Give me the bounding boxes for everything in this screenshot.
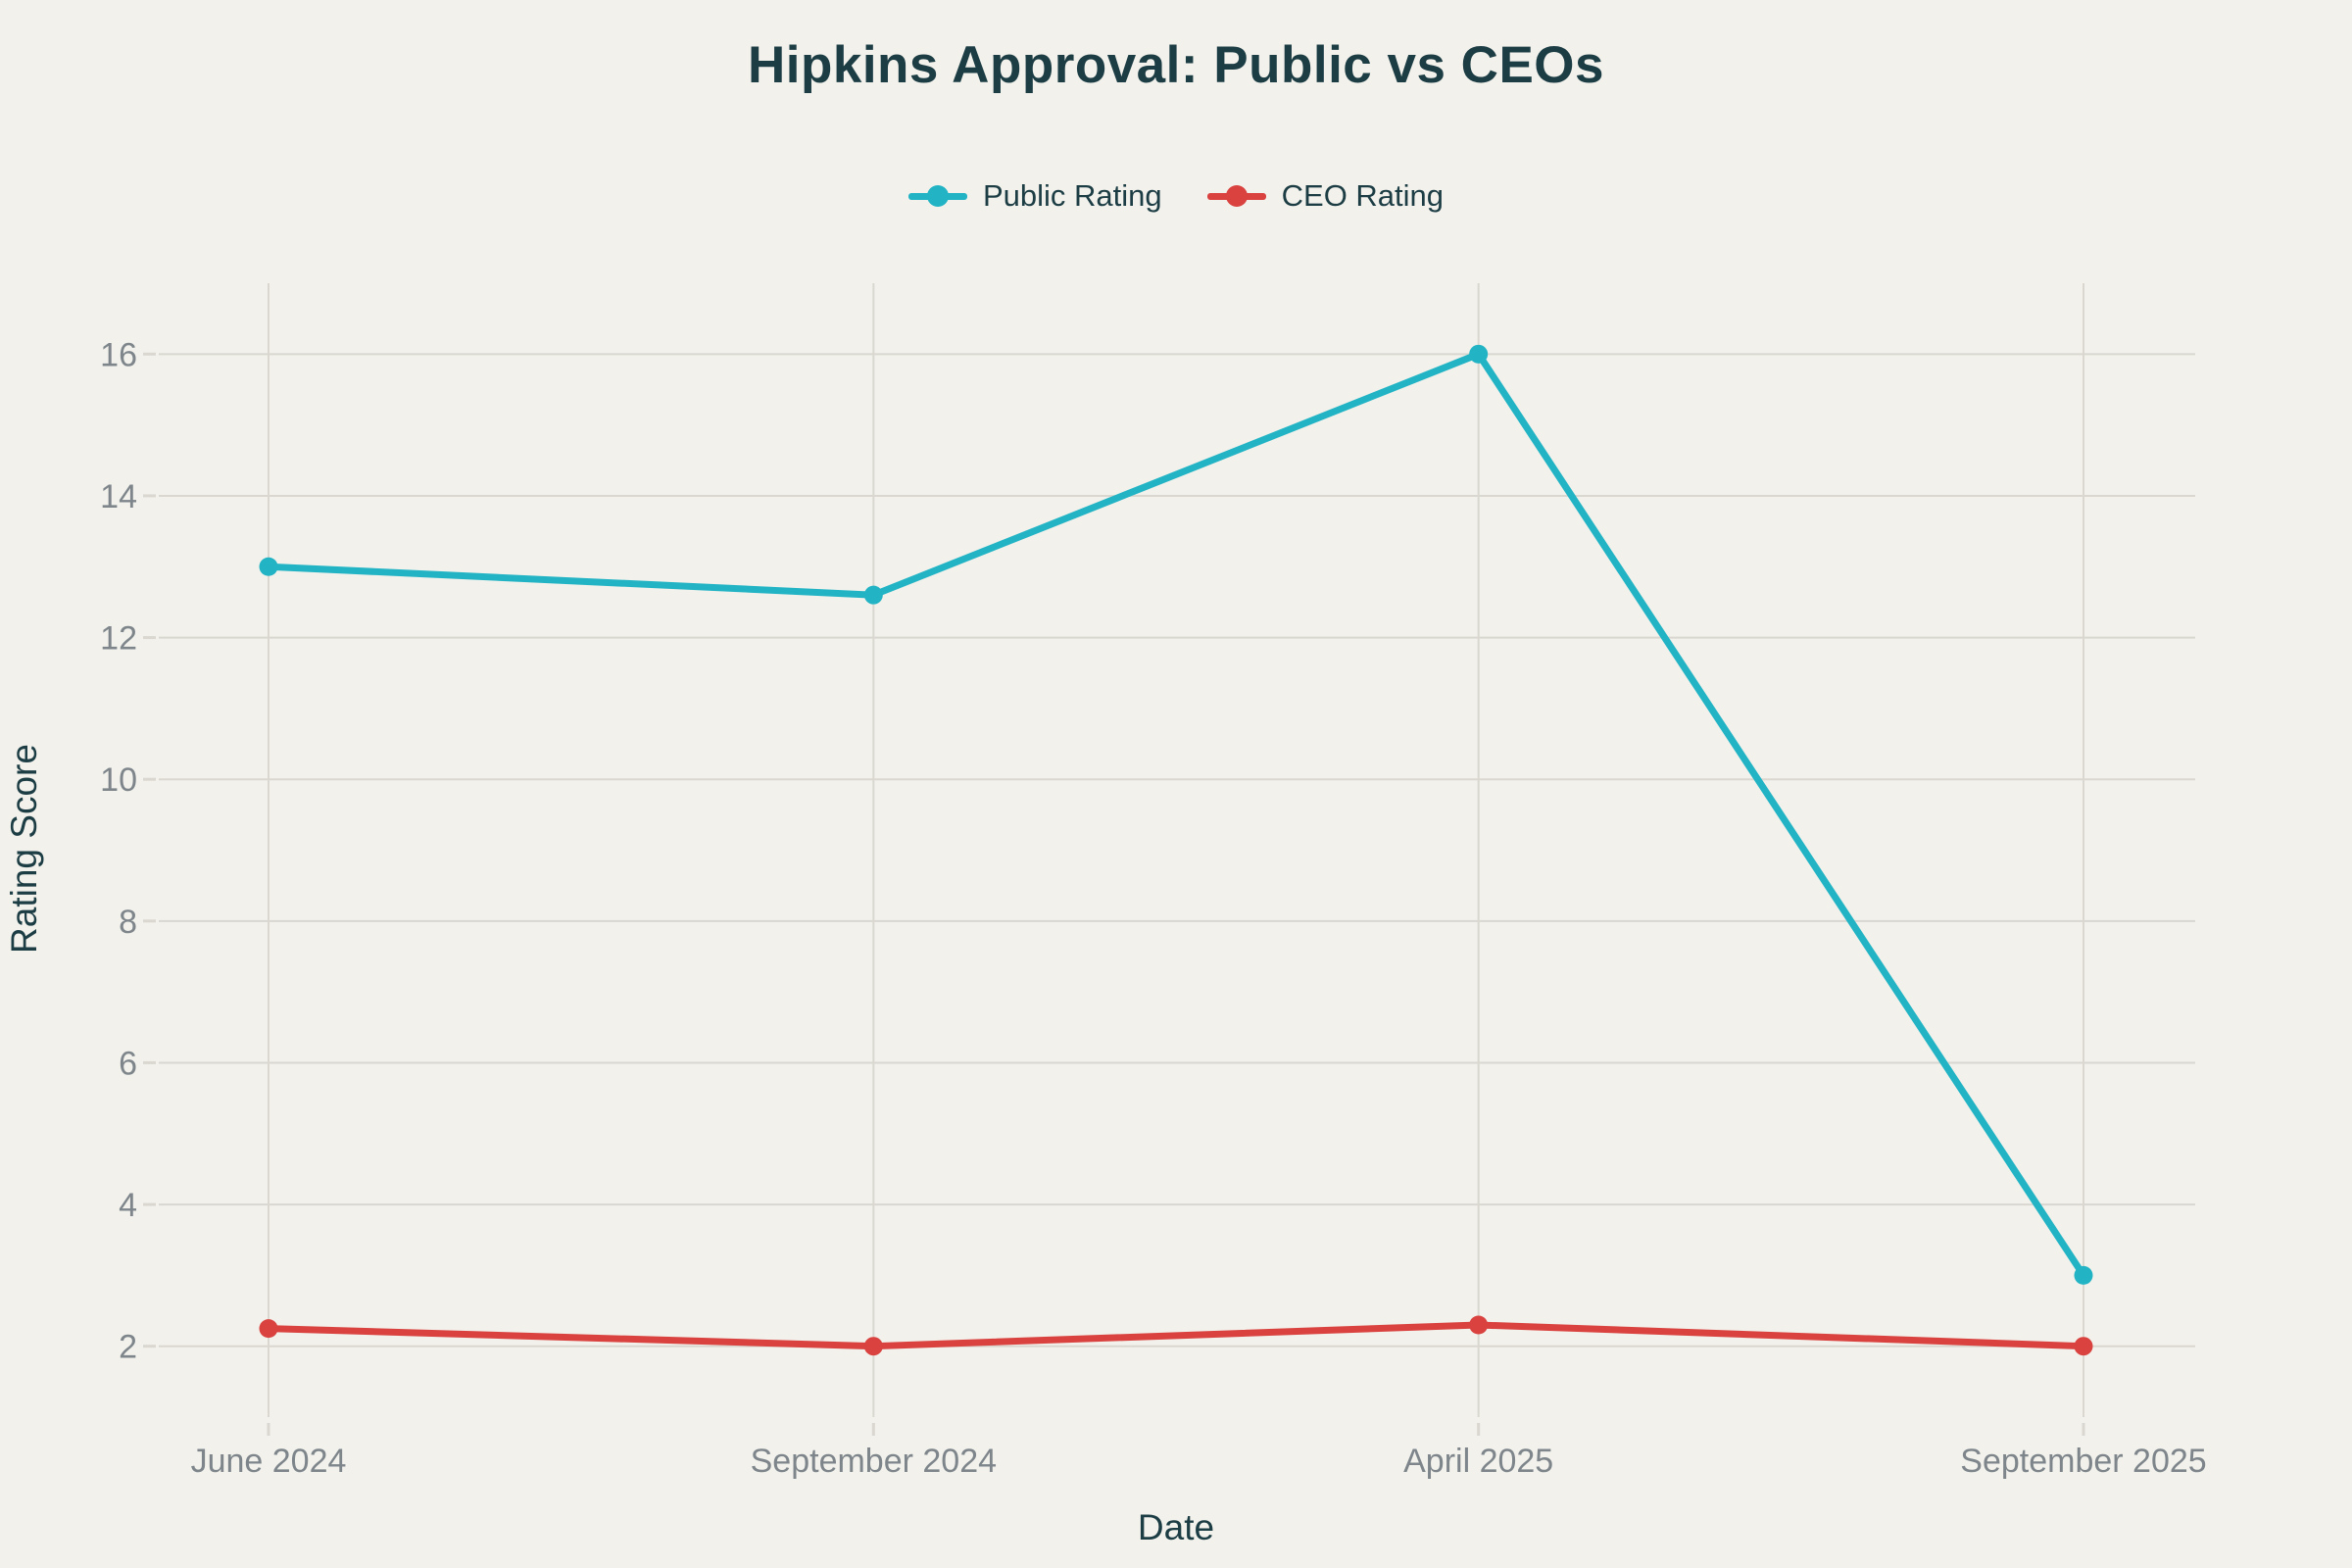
data-point-ceo-rating-2 bbox=[1469, 1315, 1489, 1335]
data-point-ceo-rating-1 bbox=[863, 1337, 883, 1356]
grid-layer bbox=[159, 283, 2195, 1417]
x-tick-label-1: September 2024 bbox=[751, 1443, 997, 1480]
x-tick-label-2: April 2025 bbox=[1403, 1443, 1553, 1480]
y-tick-label-16: 16 bbox=[100, 336, 137, 373]
series-line-public-rating bbox=[265, 350, 2087, 1279]
data-point-public-rating-2 bbox=[1469, 344, 1489, 364]
chart-title: Hipkins Approval: Public vs CEOs bbox=[747, 36, 1604, 94]
y-tick-label-6: 6 bbox=[119, 1045, 137, 1082]
y-tick-label-2: 2 bbox=[119, 1329, 137, 1366]
public-dot-swatch bbox=[926, 185, 949, 207]
legend: Public Rating CEO Rating bbox=[0, 178, 2352, 214]
data-point-public-rating-0 bbox=[259, 557, 278, 576]
data-point-ceo-rating-0 bbox=[259, 1319, 278, 1339]
legend-label-public: Public Rating bbox=[982, 178, 1162, 213]
legend-item-ceo-rating[interactable]: CEO Rating bbox=[1206, 178, 1445, 214]
data-point-public-rating-1 bbox=[863, 585, 883, 605]
public-rating-line-marker-icon bbox=[907, 184, 967, 208]
y-tick-label-14: 14 bbox=[100, 478, 137, 515]
y-tick-label-12: 12 bbox=[100, 620, 137, 658]
x-tick-label-0: June 2024 bbox=[191, 1443, 347, 1480]
data-point-public-rating-3 bbox=[2074, 1265, 2093, 1285]
y-axis-title: Rating Score bbox=[4, 744, 44, 954]
series-layer bbox=[259, 344, 2093, 1356]
x-tick-label-3: September 2025 bbox=[1960, 1443, 2206, 1480]
tick-layer: 2 4 6 8 10 12 14 16 June 2024 September 2024 April… bbox=[100, 336, 2207, 1480]
ceo-rating-line-marker-icon bbox=[1206, 184, 1266, 208]
ceo-dot-swatch bbox=[1225, 185, 1248, 207]
series-line-ceo-rating bbox=[265, 1321, 2087, 1350]
legend-label-ceo: CEO Rating bbox=[1281, 178, 1445, 213]
x-axis-title: Date bbox=[1137, 1507, 1215, 1547]
legend-item-public-rating[interactable]: Public Rating bbox=[907, 178, 1162, 214]
y-tick-label-8: 8 bbox=[119, 904, 137, 941]
y-tick-label-4: 4 bbox=[119, 1187, 137, 1224]
data-point-ceo-rating-3 bbox=[2074, 1337, 2093, 1356]
y-tick-label-10: 10 bbox=[100, 761, 137, 799]
